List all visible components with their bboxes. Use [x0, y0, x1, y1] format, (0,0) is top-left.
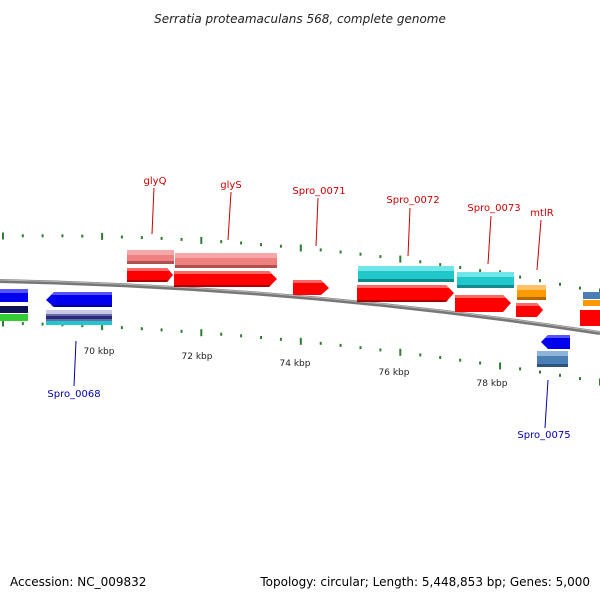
inner-tick	[419, 353, 422, 357]
inner-tick	[539, 370, 541, 374]
scale-label-72: 72 kbp	[182, 352, 213, 362]
outer-tick	[180, 237, 183, 241]
inner-tick	[260, 336, 262, 339]
outer-tick	[339, 250, 342, 254]
outer-tick	[379, 255, 382, 259]
label-Spro-0071: Spro_0071	[292, 186, 345, 197]
outer-tick	[579, 286, 581, 290]
label-glyQ: glyQ	[144, 176, 167, 187]
genome-summary-text: Topology: circular; Length: 5,448,853 bp…	[259, 575, 590, 589]
inner-tick	[279, 337, 282, 341]
gene-glyQ[interactable]	[127, 250, 174, 264]
outer-tick	[539, 279, 541, 283]
inner-tick	[220, 332, 223, 336]
label-glyS: glyS	[220, 180, 241, 191]
outer-tick	[240, 241, 243, 245]
gene-Spro-0072[interactable]	[358, 266, 454, 282]
inner-tick	[2, 319, 4, 327]
inner-tick	[399, 348, 402, 356]
outer-tick	[41, 234, 44, 238]
inner-tick	[120, 326, 123, 330]
outer-tick	[200, 236, 203, 244]
outer-tick	[220, 240, 223, 244]
label-Spro-0072: Spro_0072	[386, 195, 439, 206]
cds-edge-left	[0, 289, 28, 321]
inner-tick	[240, 334, 243, 338]
inner-tick	[519, 367, 522, 371]
label-Spro-0068: Spro_0068	[47, 389, 100, 400]
inner-tick	[319, 341, 322, 345]
cds-Spro-0071[interactable]	[293, 280, 329, 295]
outer-tick	[2, 232, 4, 240]
gene-Spro-0068[interactable]	[46, 310, 112, 325]
outer-tick	[479, 269, 482, 273]
inner-tick	[379, 348, 382, 352]
inner-tick	[140, 327, 143, 331]
genome-backbone	[0, 279, 600, 335]
outer-tick	[439, 263, 442, 267]
cds-Spro-0072[interactable]	[357, 285, 454, 302]
inner-tick	[579, 377, 581, 381]
inner-tick	[101, 323, 104, 331]
outer-tick	[399, 255, 402, 263]
inner-tick	[299, 337, 302, 345]
cds-edge-right	[580, 310, 600, 326]
scale-label-70: 70 kbp	[84, 347, 115, 357]
inner-tick	[359, 346, 362, 350]
cds-glyS[interactable]	[174, 271, 277, 287]
forward-features	[127, 250, 600, 326]
outer-tick	[319, 248, 322, 252]
accession-text: Accession: NC_009832	[10, 575, 146, 589]
gene-edge-right	[583, 292, 600, 306]
genome-backbone-highlight	[0, 279, 600, 333]
outer-tick	[299, 244, 302, 252]
inner-tick	[479, 361, 482, 365]
leader-lines	[73, 187, 549, 429]
inner-tick	[180, 329, 183, 333]
outer-tick	[459, 266, 462, 269]
inner-tick	[160, 328, 163, 332]
label-Spro-0075: Spro_0075	[517, 430, 570, 441]
cds-Spro-0068[interactable]	[46, 292, 112, 307]
inner-tick	[81, 324, 84, 328]
outer-tick	[21, 234, 24, 238]
inner-tick	[21, 322, 24, 325]
outer-tick	[120, 235, 123, 239]
cds-glyQ[interactable]	[127, 268, 173, 282]
outer-tick	[101, 232, 104, 240]
map-title: Serratia proteamaculans 568, complete ge…	[154, 12, 446, 26]
cds-Spro-0075[interactable]	[541, 335, 570, 349]
cds-mtlR[interactable]	[516, 303, 543, 317]
gene-glyS[interactable]	[175, 253, 277, 268]
inner-tick	[559, 373, 561, 377]
cds-Spro-0073[interactable]	[455, 295, 511, 312]
gene-mtlR[interactable]	[517, 285, 546, 300]
gene-Spro-0073[interactable]	[457, 272, 514, 288]
outer-tick	[81, 234, 84, 238]
label-mtlR: mtlR	[530, 208, 553, 219]
outer-tick	[260, 243, 262, 247]
inner-tick	[339, 343, 342, 347]
outer-tick	[279, 244, 282, 248]
outer-tick	[61, 234, 64, 238]
scale-label-78: 78 kbp	[477, 379, 508, 389]
inner-tick	[41, 322, 44, 326]
outer-tick	[419, 260, 422, 264]
inner-tick	[499, 362, 502, 370]
reverse-features	[0, 289, 570, 367]
scale-label-74: 74 kbp	[280, 359, 311, 369]
outer-tick	[160, 236, 163, 240]
outer-tick	[359, 252, 362, 256]
inner-tick	[459, 358, 462, 362]
outer-tick	[559, 282, 561, 286]
inner-tick	[200, 329, 203, 337]
inner-tick	[439, 356, 442, 359]
scale-label-76: 76 kbp	[379, 368, 410, 378]
label-Spro-0073: Spro_0073	[467, 203, 520, 214]
outer-tick	[140, 236, 143, 240]
gene-Spro-0075[interactable]	[537, 351, 568, 367]
outer-tick	[519, 275, 522, 279]
